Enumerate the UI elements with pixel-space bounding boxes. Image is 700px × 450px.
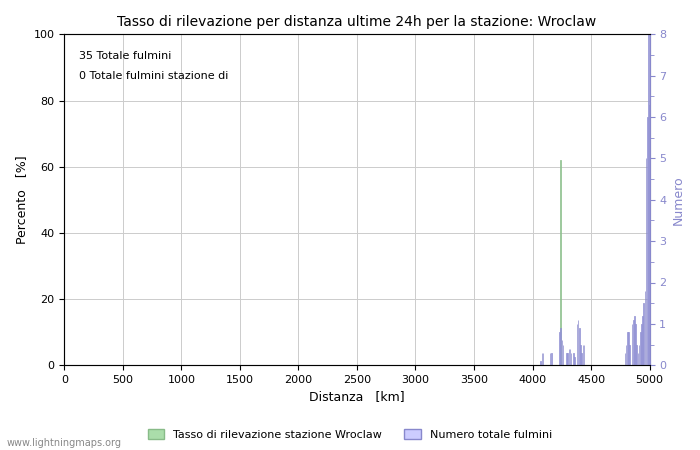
Title: Tasso di rilevazione per distanza ultime 24h per la stazione: Wroclaw: Tasso di rilevazione per distanza ultime… (118, 15, 596, 29)
X-axis label: Distanza   [km]: Distanza [km] (309, 391, 405, 404)
Text: 35 Totale fulmini: 35 Totale fulmini (79, 51, 172, 61)
Y-axis label: Numero: Numero (672, 175, 685, 225)
Text: www.lightningmaps.org: www.lightningmaps.org (7, 438, 122, 448)
Text: 0 Totale fulmini stazione di: 0 Totale fulmini stazione di (79, 71, 228, 81)
Legend: Tasso di rilevazione stazione Wroclaw, Numero totale fulmini: Tasso di rilevazione stazione Wroclaw, N… (144, 425, 556, 445)
Y-axis label: Percento   [%]: Percento [%] (15, 155, 28, 244)
